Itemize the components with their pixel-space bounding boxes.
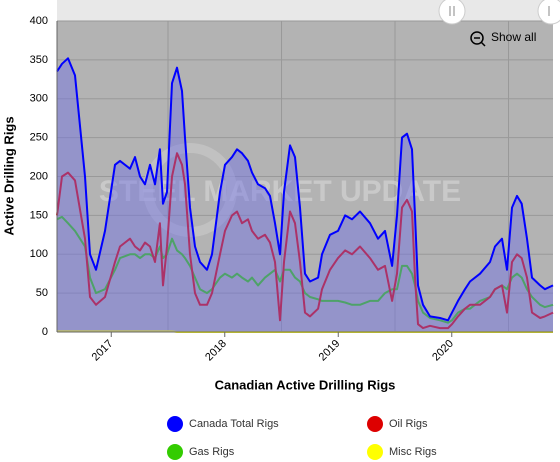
legend: Canada Total Rigs Oil Rigs Gas Rigs Misc Ri…	[167, 416, 437, 460]
watermark: STEEL MARKET UPDATE	[99, 175, 461, 208]
legend-marker	[367, 416, 383, 432]
x-tick-label: 2020	[430, 338, 456, 364]
y-tick-label: 200	[30, 170, 48, 182]
y-axis-title: Active Drilling Rigs	[1, 116, 16, 235]
handle-left[interactable]	[438, 0, 466, 25]
zoom-icon	[470, 31, 484, 45]
navigator	[57, 0, 553, 21]
x-tick-label: 2017	[90, 338, 116, 364]
legend-item[interactable]: Gas Rigs	[167, 444, 235, 460]
legend-item[interactable]: Canada Total Rigs	[167, 416, 279, 432]
y-tick-label: 300	[30, 93, 48, 105]
zoom-icon	[480, 41, 486, 47]
legend-marker	[367, 444, 383, 460]
legend-label[interactable]: Canada Total Rigs	[189, 418, 279, 430]
legend-label[interactable]: Gas Rigs	[189, 446, 235, 458]
watermark-logo	[143, 143, 237, 237]
x-tick-label: 2018	[203, 338, 229, 364]
button-label[interactable]: Show all	[491, 30, 536, 44]
show-all-button[interactable]: Show all	[470, 30, 536, 47]
legend-item[interactable]: Misc Rigs	[367, 444, 437, 460]
range-handle[interactable]	[438, 0, 560, 25]
legend-marker	[167, 444, 183, 460]
legend-marker	[167, 416, 183, 432]
series-line	[56, 152, 554, 330]
series-area	[57, 58, 553, 333]
y-tick-label: 0	[42, 326, 48, 338]
legend-item[interactable]: Oil Rigs	[367, 416, 428, 432]
x-axis-title: Canadian Active Drilling Rigs	[215, 377, 396, 392]
y-tick-label: 400	[30, 15, 48, 27]
series-line	[56, 57, 554, 322]
y-tick-label: 250	[30, 132, 48, 144]
y-tick-label: 100	[30, 248, 48, 260]
y-tick-label: 50	[36, 287, 48, 299]
x-tick-label: 2019	[317, 338, 343, 364]
marks	[56, 57, 554, 333]
y-tick-label: 150	[30, 209, 48, 221]
y-tick-label: 350	[30, 54, 48, 66]
logo-ring	[143, 143, 237, 237]
legend-label[interactable]: Misc Rigs	[389, 446, 437, 458]
legend-label[interactable]: Oil Rigs	[389, 418, 428, 430]
